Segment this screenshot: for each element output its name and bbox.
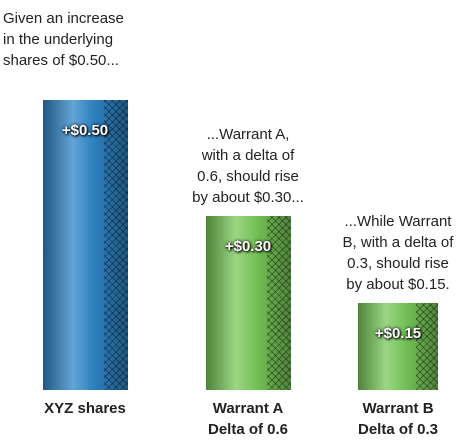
value-label: +$0.30 — [224, 238, 272, 255]
bar-hatch — [103, 100, 128, 390]
bar-hatch — [266, 216, 291, 390]
value-label: +$0.50 — [61, 122, 109, 139]
annotation: Given an increase in the underlying shar… — [3, 10, 124, 69]
bar-hatch — [415, 303, 438, 390]
category-label: Warrant B Delta of 0.3 — [357, 400, 439, 438]
bar: +$0.15 — [358, 303, 438, 390]
annotation: ...Warrant A, with a delta of 0.6, shoul… — [192, 126, 304, 206]
category-label: XYZ shares — [44, 400, 126, 417]
value-label: +$0.15 — [374, 325, 422, 342]
annotation: ...While Warrant B, with a delta of 0.3,… — [342, 213, 454, 293]
bar: +$0.50 — [42, 100, 128, 390]
category-label: Warrant A Delta of 0.6 — [207, 400, 289, 438]
bar: +$0.30 — [205, 216, 291, 390]
